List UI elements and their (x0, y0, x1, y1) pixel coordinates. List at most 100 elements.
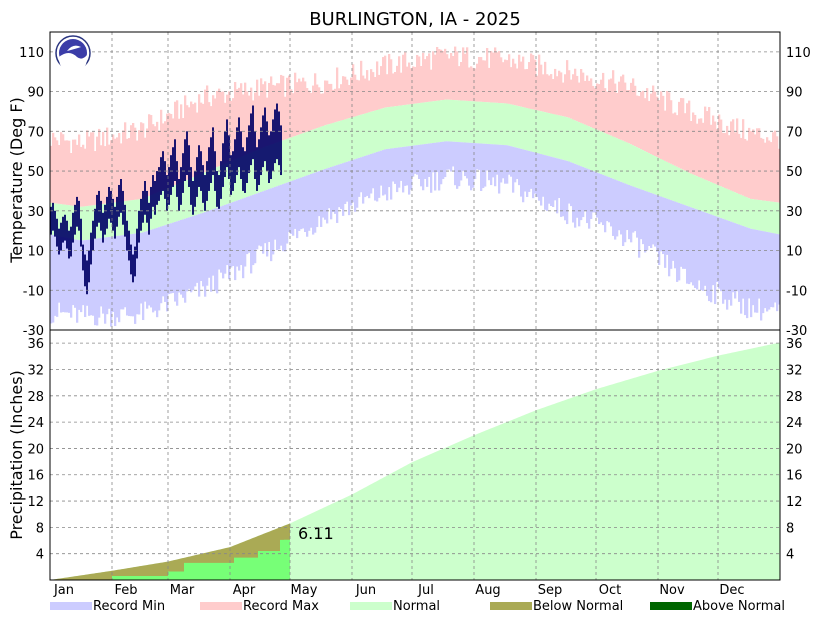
record-min-bar (368, 154, 371, 199)
record-min-bar (564, 160, 567, 221)
record-min-bar (576, 164, 579, 218)
normal-range-bar (732, 191, 735, 223)
record-min-bar (360, 157, 363, 193)
record-min-bar (398, 147, 401, 188)
record-min-bar (484, 143, 487, 187)
record-max-bar (464, 53, 467, 101)
record-max-bar (624, 82, 627, 142)
record-max-bar (290, 89, 293, 138)
normal-range-bar (520, 106, 523, 149)
record-max-bar (426, 56, 429, 103)
normal-range-bar (390, 106, 393, 149)
record-max-bar (270, 76, 273, 145)
record-max-bar (688, 100, 691, 173)
normal-range-bar (396, 106, 399, 148)
record-min-bar (242, 198, 245, 279)
record-min-bar (118, 235, 121, 323)
record-max-bar (58, 145, 61, 204)
record-min-bar (426, 143, 429, 187)
record-max-bar (72, 139, 75, 206)
normal-range-bar (558, 115, 561, 159)
normal-range-bar (314, 128, 317, 173)
record-max-bar (66, 140, 69, 205)
record-min-bar (594, 171, 597, 213)
record-max-bar (746, 140, 749, 198)
normal-range-bar (562, 116, 565, 160)
record-min-bar (688, 206, 691, 285)
record-min-bar (540, 154, 543, 206)
record-min-bar (546, 155, 549, 211)
record-max-bar (504, 59, 507, 104)
record-min-bar (314, 172, 317, 233)
precip-tick-right: 24 (786, 416, 803, 431)
normal-range-bar (86, 206, 89, 240)
record-max-bar (582, 72, 585, 124)
record-max-bar (606, 91, 609, 134)
record-max-bar (128, 138, 131, 201)
record-max-bar (218, 88, 221, 167)
precip-tick-right: 36 (786, 337, 803, 352)
record-min-bar (662, 197, 665, 255)
record-min-bar (210, 209, 213, 292)
normal-range-bar (596, 129, 599, 173)
record-min-bar (728, 220, 731, 300)
record-min-bar (318, 171, 321, 217)
normal-range-bar (524, 107, 527, 150)
record-min-bar (188, 217, 191, 289)
record-max-bar (318, 87, 321, 128)
precip-tick-right: 4 (786, 548, 794, 563)
normal-range-bar (376, 110, 379, 153)
temp-tick-right: 70 (786, 125, 803, 140)
normal-range-bar (384, 107, 387, 150)
record-min-bar (570, 162, 573, 207)
normal-range-bar (752, 199, 755, 230)
record-min-bar (228, 203, 231, 280)
record-max-bar (346, 79, 349, 119)
record-max-bar (628, 90, 631, 144)
record-min-bar (560, 159, 563, 217)
record-max-bar (268, 82, 271, 146)
precipitation-panel (50, 342, 780, 580)
record-max-bar (428, 53, 431, 102)
month-tick-label: Jun (355, 583, 376, 598)
record-max-bar (476, 63, 479, 102)
record-min-bar (218, 207, 221, 270)
record-max-bar (362, 75, 365, 115)
record-min-bar (404, 146, 407, 186)
record-max-bar (734, 132, 737, 193)
normal-range-bar (404, 104, 407, 147)
record-max-bar (244, 82, 247, 156)
normal-range-bar (736, 193, 739, 224)
record-min-bar (708, 213, 711, 302)
record-min-bar (478, 143, 481, 170)
record-min-bar (668, 199, 671, 277)
record-min-bar (92, 239, 95, 316)
normal-range-bar (312, 129, 315, 174)
record-max-bar (256, 79, 259, 151)
record-max-bar (344, 76, 347, 120)
precip-annotation: 6.11 (298, 524, 334, 543)
normal-range-bar (338, 121, 341, 165)
normal-range-bar (344, 119, 347, 163)
record-min-bar (498, 144, 501, 194)
normal-range-bar (128, 200, 131, 235)
record-min-bar (738, 224, 741, 302)
record-min-bar (82, 240, 85, 306)
record-min-bar (726, 220, 729, 310)
normal-range-bar (594, 128, 597, 172)
record-min-bar (516, 147, 519, 180)
record-min-bar (104, 237, 107, 324)
normal-range-bar (580, 122, 583, 167)
record-min-bar (436, 142, 439, 173)
record-min-bar (80, 240, 83, 313)
temperature-panel (50, 46, 781, 327)
temp-tick-right: -30 (786, 324, 807, 339)
normal-range-bar (488, 102, 491, 145)
record-min-bar (706, 213, 709, 296)
record-max-bar (358, 80, 361, 116)
record-max-bar (382, 57, 385, 109)
record-min-bar (372, 153, 375, 189)
normal-range-bar (210, 169, 213, 210)
record-min-bar (134, 233, 137, 324)
normal-range-bar (552, 113, 555, 158)
